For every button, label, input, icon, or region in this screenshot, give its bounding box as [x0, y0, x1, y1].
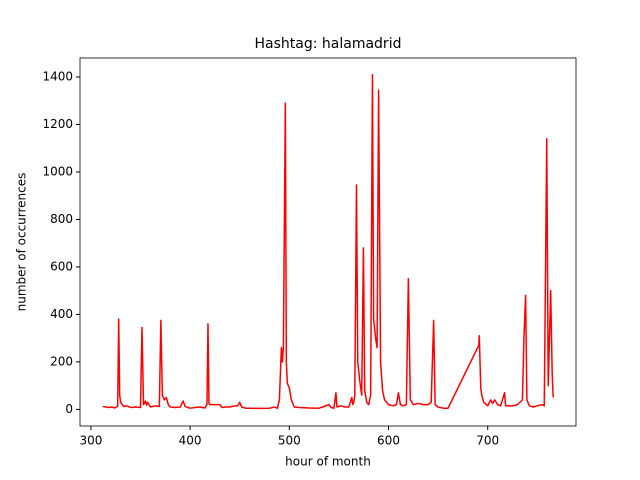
- y-tick-label: 600: [50, 259, 73, 273]
- chart-title: Hashtag: halamadrid: [255, 36, 402, 52]
- x-tick-label: 700: [476, 434, 499, 448]
- y-tick-label: 1000: [42, 164, 73, 178]
- x-tick-label: 300: [79, 434, 102, 448]
- line-series: [102, 73, 554, 410]
- y-tick-label: 200: [50, 354, 73, 368]
- x-axis-label: hour of month: [285, 455, 371, 469]
- y-tick-label: 1400: [42, 69, 73, 83]
- plot-frame: [79, 57, 577, 427]
- x-tick-label: 500: [278, 434, 301, 448]
- y-tick-label: 1200: [42, 117, 73, 131]
- y-tick-label: 0: [65, 402, 73, 416]
- x-tick-label: 600: [377, 434, 400, 448]
- y-tick-label: 400: [50, 307, 73, 321]
- y-axis-label: number of occurrences: [15, 173, 29, 312]
- y-tick-label: 800: [50, 212, 73, 226]
- x-tick-label: 400: [179, 434, 202, 448]
